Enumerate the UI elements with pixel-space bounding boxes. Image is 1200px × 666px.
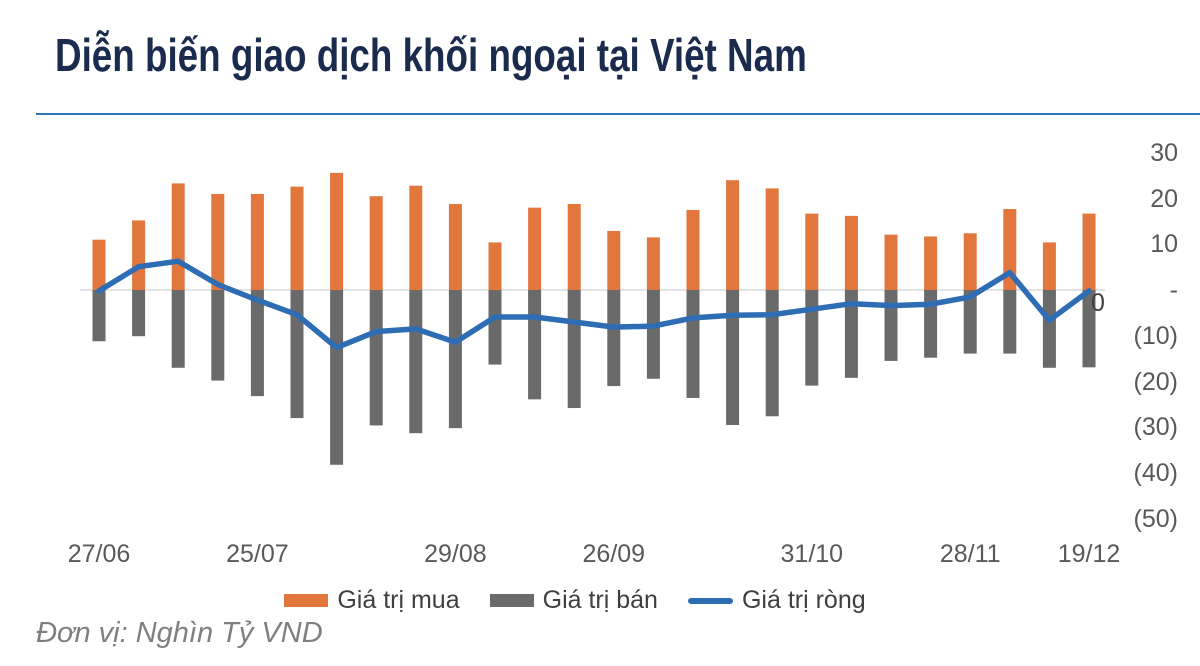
buy-bar	[528, 207, 542, 290]
net-swatch-icon	[687, 597, 733, 604]
sell-bar	[844, 290, 858, 378]
buy-bar	[567, 203, 581, 290]
page-title: Diễn biến giao dịch khối ngoại tại Việt …	[55, 29, 807, 81]
buy-bar	[1003, 209, 1017, 290]
sell-bar	[250, 290, 264, 397]
sell-bar	[1082, 290, 1096, 368]
x-tick-label: 27/06	[67, 540, 131, 568]
sell-bar	[726, 290, 740, 425]
y-tick-label: (40)	[1133, 459, 1178, 487]
unit-note: Đơn vị: Nghìn Tỷ VND	[36, 617, 323, 649]
net-line	[96, 258, 1092, 351]
sell-bar	[528, 290, 542, 400]
x-tick-label: 29/08	[424, 540, 487, 568]
buy-bar	[171, 183, 185, 290]
buy-bar	[132, 220, 146, 290]
buy-bar	[409, 185, 423, 290]
sell-bar	[686, 290, 700, 398]
y-tick-label: (20)	[1133, 367, 1178, 396]
y-tick-label: (30)	[1133, 413, 1178, 442]
title-divider	[36, 113, 1200, 115]
buy-bar	[924, 236, 938, 290]
buy-bar	[646, 237, 660, 290]
legend-item-sell: Giá trị bán	[489, 586, 658, 615]
buy-bar	[1042, 242, 1056, 290]
sell-bar	[488, 290, 502, 365]
buy-bar	[448, 203, 462, 290]
buy-swatch-icon	[284, 594, 329, 607]
y-tick-label: (10)	[1133, 321, 1178, 350]
sell-bar	[211, 290, 225, 381]
sell-bar	[646, 290, 660, 379]
sell-bar	[171, 290, 185, 368]
x-tick-label: 28/11	[939, 540, 1001, 568]
sell-bar	[1003, 290, 1017, 354]
legend-item-buy: Giá trị mua	[284, 586, 460, 615]
sell-bar	[963, 290, 977, 354]
buy-bar	[963, 233, 977, 290]
sell-bar	[805, 290, 819, 386]
legend-label-net: Giá trị ròng	[741, 586, 866, 614]
buy-bar	[607, 230, 621, 290]
sell-bar	[924, 290, 938, 358]
legend-label-buy: Giá trị mua	[337, 586, 460, 614]
legend-item-net: Giá trị ròng	[687, 586, 866, 615]
buy-bar	[844, 215, 858, 290]
sell-bar	[132, 290, 146, 337]
y-tick-label: (50)	[1133, 504, 1178, 533]
buy-bar	[211, 193, 225, 290]
buy-bar	[726, 180, 740, 290]
buy-bar	[488, 242, 502, 290]
sell-bar	[607, 290, 621, 387]
buy-bar	[92, 239, 106, 290]
sell-bar	[92, 290, 106, 342]
y-tick-label: 30	[1150, 138, 1178, 167]
buy-bar	[765, 188, 779, 290]
x-tick-label: 19/12	[1057, 540, 1121, 568]
buy-bar	[1082, 213, 1096, 290]
y-tick-label: -	[1169, 276, 1178, 304]
buy-bar	[290, 186, 304, 290]
buy-bar	[805, 213, 819, 290]
legend-label-sell: Giá trị bán	[542, 586, 658, 614]
legend: Giá trị mua Giá trị bán Giá trị ròng	[0, 586, 1150, 615]
y-tick-label: 20	[1150, 184, 1178, 213]
sell-bar	[409, 290, 423, 434]
sell-bar	[765, 290, 779, 417]
x-tick-label: 26/09	[582, 540, 646, 568]
buy-bar	[330, 172, 344, 290]
buy-bar	[686, 209, 700, 290]
buy-bar	[884, 234, 898, 290]
sell-bar	[1042, 290, 1056, 368]
sell-bar	[290, 290, 304, 419]
sell-bar	[330, 290, 344, 465]
x-tick-label: 25/07	[226, 540, 289, 568]
sell-bar	[884, 290, 898, 361]
buy-bar	[369, 196, 383, 290]
sell-bar	[567, 290, 581, 409]
sell-bar	[448, 290, 462, 429]
x-tick-label: 31/10	[780, 540, 844, 568]
buy-bar	[250, 193, 264, 290]
y-tick-label: 10	[1150, 230, 1178, 259]
net-last-point-label: 0	[1091, 289, 1105, 317]
sell-swatch-icon	[489, 594, 534, 607]
sell-bar	[369, 290, 383, 426]
